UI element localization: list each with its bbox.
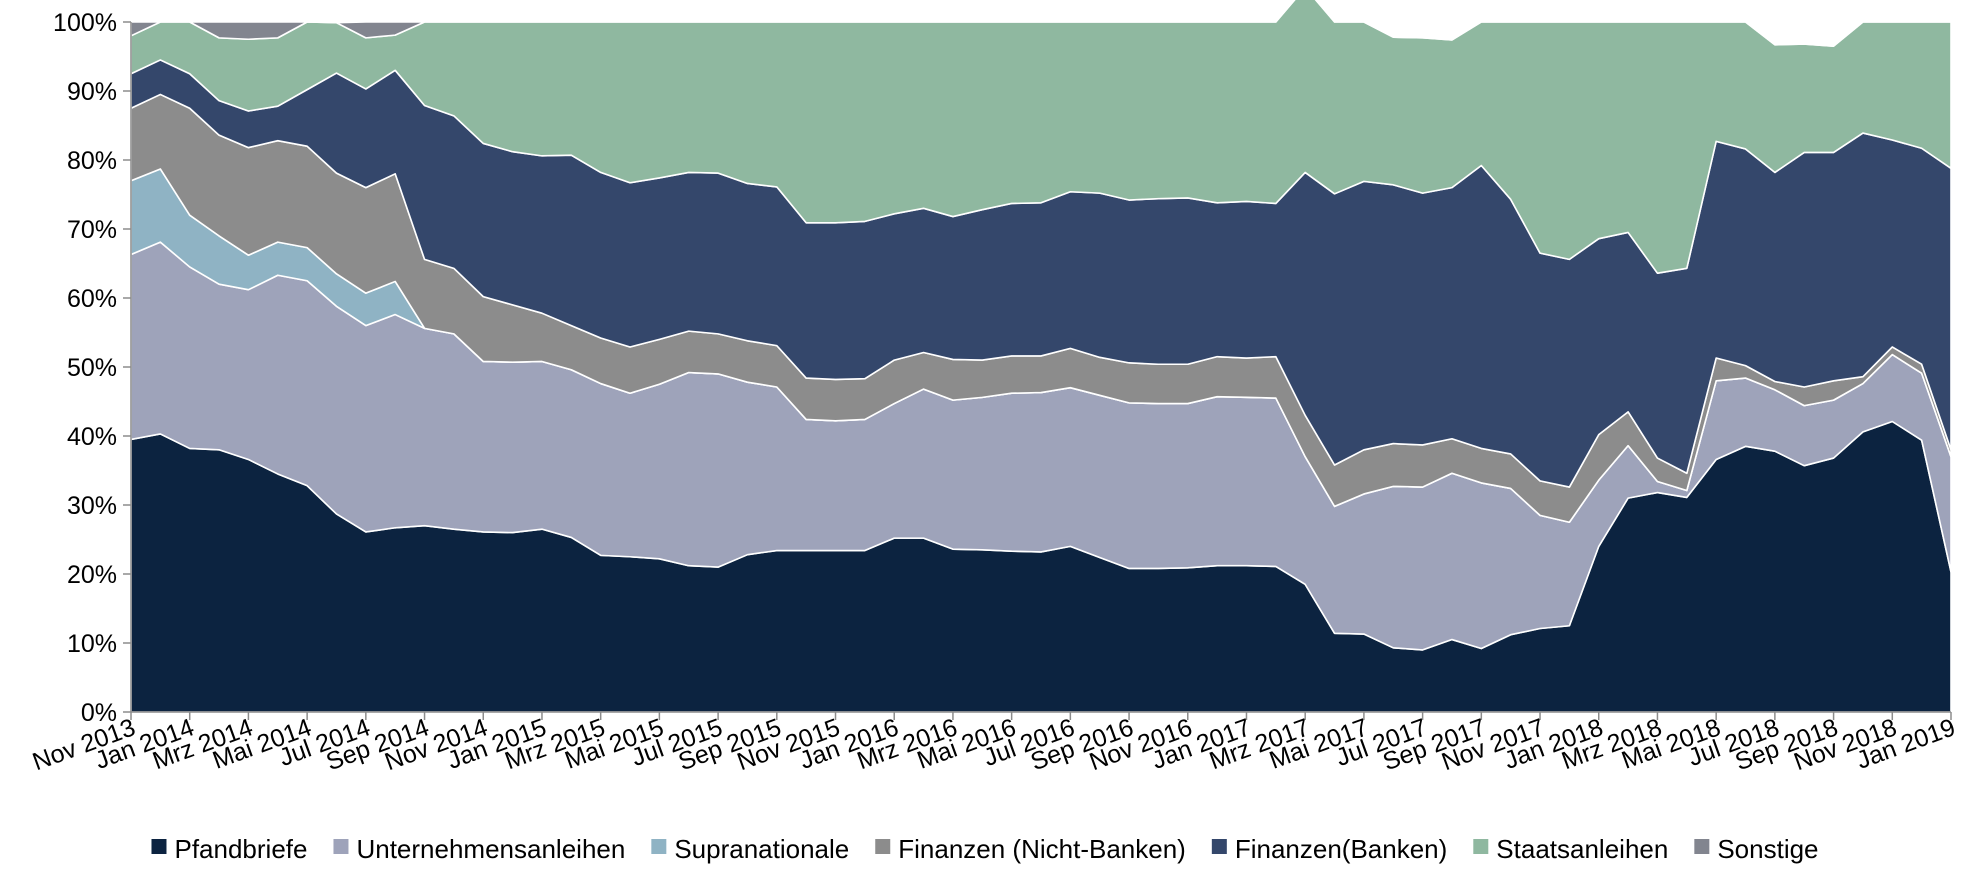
legend-label: Unternehmensanleihen <box>356 834 625 864</box>
legend-item-finanzen-nicht-banken: Finanzen (Nicht-Banken) <box>875 834 1186 864</box>
y-tick-label: 40% <box>67 423 117 451</box>
legend-swatch <box>1694 839 1710 854</box>
legend-swatch <box>1473 839 1489 854</box>
legend-label: Finanzen (Nicht-Banken) <box>898 834 1186 864</box>
legend-label: Staatsanleihen <box>1496 834 1668 864</box>
legend-swatch <box>333 839 349 854</box>
y-tick-label: 80% <box>67 147 117 175</box>
legend-swatch <box>875 839 891 854</box>
legend-item-sonstige: Sonstige <box>1694 834 1819 864</box>
legend-label: Finanzen(Banken) <box>1235 834 1447 864</box>
y-tick-label: 0% <box>81 699 117 727</box>
legend-label: Pfandbriefe <box>174 834 307 864</box>
y-tick-label: 90% <box>67 78 117 106</box>
legend-swatch <box>651 839 667 854</box>
y-tick-label: 30% <box>67 492 117 520</box>
legend-label: Sonstige <box>1717 834 1818 864</box>
legend-item-pfandbriefe: Pfandbriefe <box>151 834 307 864</box>
legend-swatch <box>151 839 167 854</box>
y-tick-label: 50% <box>67 354 117 382</box>
legend-item-unternehmensanleihen: Unternehmensanleihen <box>333 834 625 864</box>
legend-label: Supranationale <box>674 834 849 864</box>
legend-swatch <box>1211 839 1227 854</box>
legend-item-supranationale: Supranationale <box>651 834 849 864</box>
y-tick-label: 60% <box>67 285 117 313</box>
y-axis-ticks: 0% 10% 20% 30% 40% 50% 60% 70% 80% 90% 100% <box>53 9 131 727</box>
legend: Pfandbriefe Unternehmensanleihen Supranati… <box>151 834 1819 864</box>
y-tick-label: 10% <box>67 630 117 658</box>
y-tick-label: 20% <box>67 561 117 589</box>
y-tick-label: 70% <box>67 216 117 244</box>
legend-item-staatsanleihen: Staatsanleihen <box>1473 834 1668 864</box>
y-tick-label: 100% <box>53 9 117 37</box>
legend-item-finanzen-banken: Finanzen(Banken) <box>1211 834 1447 864</box>
series-areas <box>130 0 1952 713</box>
area-sonstige <box>130 0 1952 47</box>
